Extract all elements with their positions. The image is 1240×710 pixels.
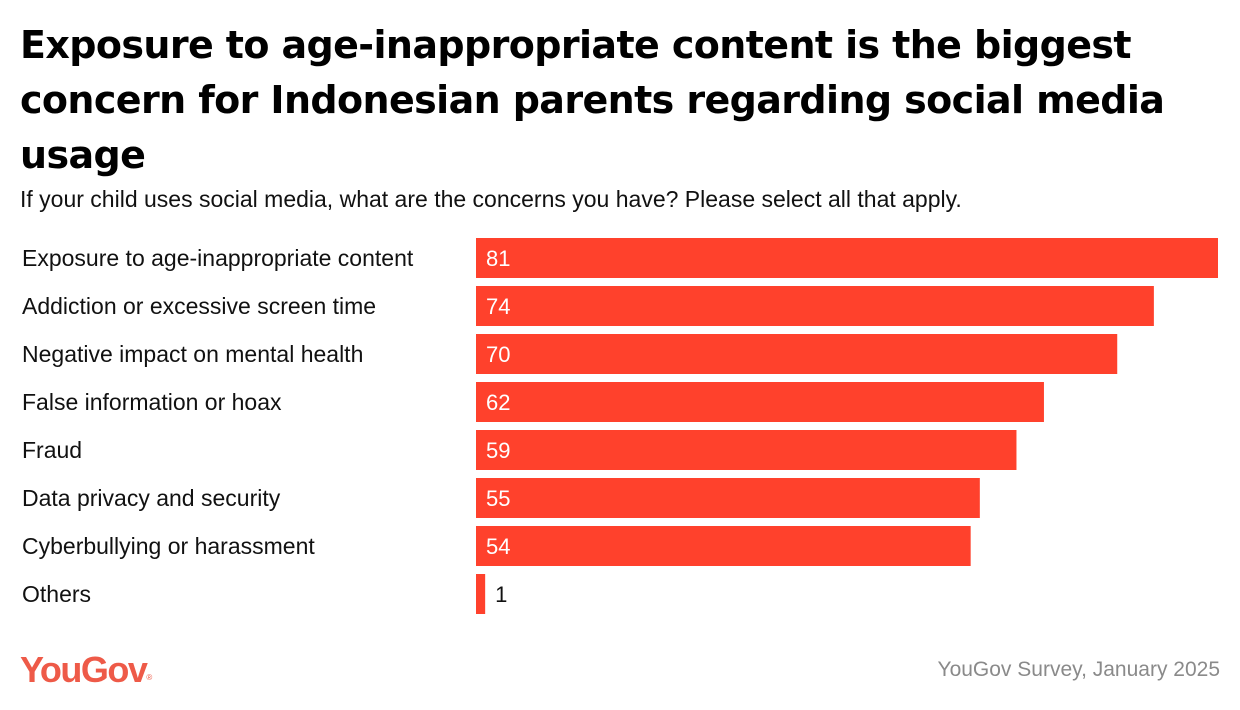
yougov-logo: YouGov®: [20, 648, 152, 692]
chart-subtitle: If your child uses social media, what ar…: [20, 186, 962, 212]
bar: [476, 430, 1017, 470]
data-label: 81: [486, 246, 510, 271]
category-label: Others: [22, 581, 91, 607]
bar: [476, 526, 971, 566]
data-label: 54: [486, 534, 510, 559]
bar: [476, 238, 1218, 278]
chart-title: Exposure to age-inappropriate content is…: [20, 23, 1165, 177]
data-label: 59: [486, 438, 510, 463]
source-note: YouGov Survey, January 2025: [937, 658, 1220, 681]
bar: [476, 286, 1154, 326]
category-label: Fraud: [22, 437, 82, 463]
data-label: 70: [486, 342, 510, 367]
logo-text: YouGov: [20, 649, 148, 690]
registered-mark-icon: ®: [146, 673, 153, 682]
bar: [476, 574, 486, 614]
data-label: 62: [486, 390, 510, 415]
data-label: 55: [486, 486, 510, 511]
category-label: Exposure to age-inappropriate content: [22, 245, 414, 271]
category-label: Negative impact on mental health: [22, 341, 363, 367]
category-label: Cyberbullying or harassment: [22, 533, 315, 559]
bar: [476, 382, 1044, 422]
category-label: Data privacy and security: [22, 485, 281, 511]
bar-chart: Exposure to age-inappropriate content 81 A…: [22, 238, 1218, 614]
bar: [476, 334, 1118, 374]
bar: [476, 478, 980, 518]
data-label: 74: [486, 294, 510, 319]
category-label: Addiction or excessive screen time: [22, 293, 376, 319]
data-label: 1: [495, 582, 507, 607]
category-label: False information or hoax: [22, 389, 282, 415]
